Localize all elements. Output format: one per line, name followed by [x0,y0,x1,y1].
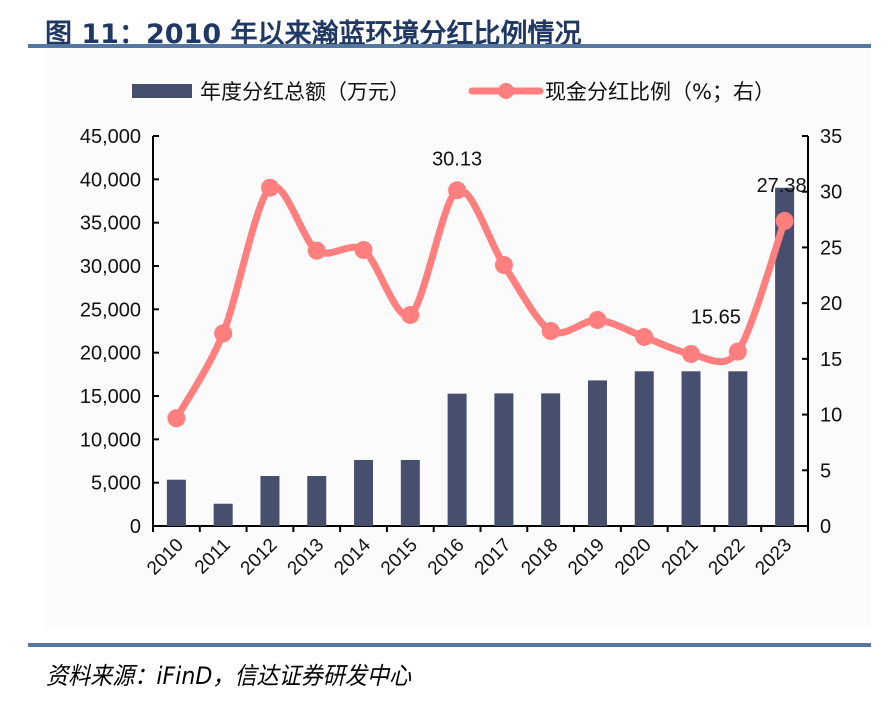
bar [587,380,607,526]
line-point [260,178,279,197]
line-point [401,305,420,324]
left-axis-tick-label: 15,000 [80,386,141,408]
left-axis-tick-label: 40,000 [80,169,141,191]
chart-background [44,48,871,628]
data-label: 30.13 [432,148,482,170]
x-axis-tick-label: 2016 [424,535,469,580]
x-axis-tick-label: 2014 [330,534,375,579]
bar [775,187,795,527]
right-axis-tick-label: 0 [820,516,831,538]
bar [681,371,701,526]
left-axis-tick-label: 10,000 [80,429,141,451]
x-axis-tick-label: 2019 [564,535,609,580]
x-axis-tick-label: 2011 [191,535,235,579]
bar [494,393,514,526]
right-axis-tick-label: 30 [820,182,842,204]
data-label: 15.65 [691,307,741,329]
x-axis-tick-label: 2015 [377,535,422,580]
x-axis-tick-label: 2022 [705,535,750,580]
right-axis-tick-label: 35 [820,126,842,148]
legend-bar-swatch [132,84,192,98]
right-axis-tick-label: 5 [820,460,831,482]
right-axis-tick-label: 25 [820,237,842,259]
legend-line-label: 现金分红比例（%；右） [545,80,775,104]
left-axis-tick-label: 45,000 [80,126,141,148]
data-labels: 30.13 15.65 27.38 [432,148,807,328]
left-axis-tick-label: 20,000 [80,343,141,365]
x-axis-tick-label: 2021 [658,535,703,580]
x-axis-tick-label: 2010 [143,535,188,580]
title-rule [28,44,871,48]
bar [354,459,374,526]
left-axis-tick-label: 35,000 [80,213,141,235]
line-point [682,344,701,363]
bar [447,393,467,526]
bar [307,475,327,526]
line-point [635,328,654,347]
x-axis-tick-label: 2013 [284,535,329,580]
x-axis-tick-label: 2018 [517,535,562,580]
bar [213,503,233,526]
bar [541,393,561,526]
right-axis-tick-label: 10 [820,405,842,427]
bar [166,479,186,526]
left-axis-tick-label: 25,000 [80,299,141,321]
bar [728,371,748,526]
line-point [588,310,607,329]
line-point [728,342,747,361]
line-point [167,409,186,428]
x-axis-tick-label: 2020 [611,535,656,580]
x-axis-tick-label: 2023 [751,535,796,580]
line-point [354,240,373,259]
x-axis-tick-label: 2017 [471,535,516,580]
bar [634,371,654,526]
x-axis-tick-label: 2012 [237,535,282,580]
bar [260,475,280,526]
line-point [494,256,513,275]
source-rule [28,643,871,647]
legend-bar-label: 年度分红总额（万元） [200,80,410,104]
legend: 年度分红总额（万元） 现金分红比例（%；右） [132,80,775,104]
legend-line-marker [498,83,514,99]
line-point [307,241,326,260]
bars [166,187,795,527]
line-point [775,211,794,230]
source-note: 资料来源：iFinD，信达证券研发中心 [46,662,412,690]
left-axis-tick-label: 5,000 [91,473,141,495]
line-series [167,178,794,428]
bar [400,459,420,526]
line-point [214,324,233,343]
right-axis-tick-label: 20 [820,293,842,315]
data-label: 27.38 [757,175,807,197]
left-axis-tick-label: 0 [130,516,141,538]
line-point [541,322,560,340]
right-axis-tick-label: 15 [820,349,842,371]
left-axis-tick-label: 30,000 [80,256,141,278]
line-point [448,181,467,200]
